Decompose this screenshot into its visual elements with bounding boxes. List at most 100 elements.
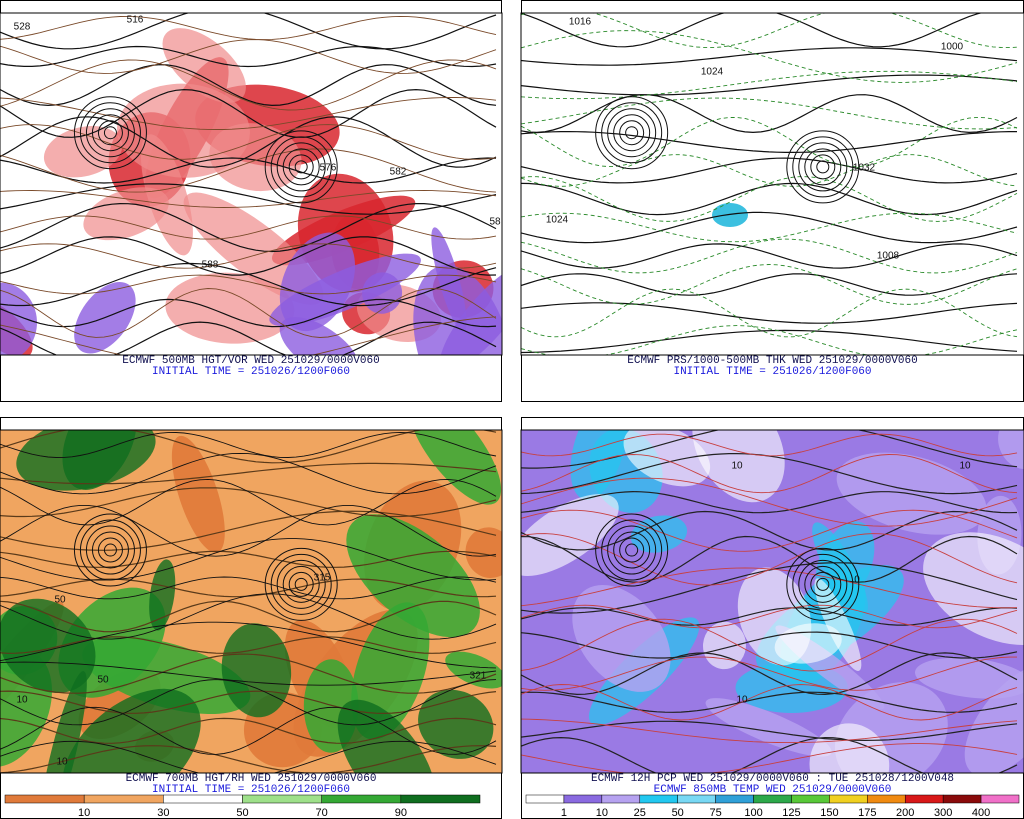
shaded-region [346, 514, 480, 638]
low-contour [798, 559, 848, 609]
contour-line [521, 47, 1018, 66]
contour-label: 1016 [569, 17, 592, 28]
map: 10 10 0 10 [521, 430, 1024, 773]
colorbar-label: 50 [236, 807, 248, 819]
contour-line [0, 215, 497, 240]
contour-label: 10 [56, 757, 68, 768]
caption: ECMWF 700MB HGT/RH WED 251029/0000V060 [126, 773, 377, 785]
contour-label: 1024 [701, 67, 724, 78]
contour-line [0, 190, 497, 208]
contour-line [521, 288, 1018, 338]
low-contour [816, 160, 830, 174]
contour-line [521, 718, 1018, 744]
contour-line [521, 604, 1018, 629]
colorbar-swatch [525, 794, 565, 804]
colorbar-swatch [980, 794, 1020, 804]
shaded-region [337, 699, 437, 773]
contour-line [0, 478, 497, 526]
low-contour [288, 154, 314, 180]
contour-line [0, 636, 497, 654]
contour-line [0, 740, 497, 773]
shaded-region [623, 430, 711, 487]
low-contour [792, 136, 854, 198]
shaded-region [737, 567, 812, 666]
contour-line [521, 510, 1018, 551]
colorbar-swatch [904, 794, 944, 804]
contour-label: 1032 [853, 163, 876, 174]
low-contour [786, 130, 860, 204]
contour-line [0, 157, 497, 184]
low-contour [85, 108, 135, 158]
contour-line [0, 452, 497, 495]
caption: ECMWF PRS/1000-500MB THK WED 251029/0000… [627, 355, 917, 367]
contour-line [0, 621, 497, 669]
low-contour [288, 571, 314, 597]
shaded-region [43, 126, 123, 178]
shaded-region [445, 651, 502, 689]
colorbar-label: 125 [782, 807, 800, 819]
low-contour [613, 114, 651, 152]
colorbar-label: 50 [672, 807, 684, 819]
shaded-region [408, 430, 502, 505]
colorbar-label: 150 [820, 807, 838, 819]
colorbar-label: 70 [316, 807, 328, 819]
low-contour [804, 565, 842, 603]
colorbar-label: 200 [896, 807, 914, 819]
contour-line [521, 154, 1018, 187]
colorbar-label: 25 [634, 807, 646, 819]
colorbar-label: 75 [709, 807, 721, 819]
contour-label: 1024 [546, 215, 569, 226]
contour-line [0, 462, 497, 485]
low-contour [595, 96, 669, 170]
contour-label: 50 [54, 595, 66, 606]
caption-initial: ECMWF 850MB TEMP WED 251029/0000V060 [654, 784, 892, 796]
contour-line [521, 264, 1018, 305]
contour-line [0, 717, 497, 744]
caption-initial: INITIAL TIME = 251026/1200F060 [673, 366, 871, 378]
panel: 50 10 315 321 50 10 ECMWF 700MB HGT/RH WED 251… [0, 417, 503, 819]
map: 528 516 576 582 588 58 [0, 13, 502, 355]
contour-line [521, 454, 1018, 494]
contour-line [0, 690, 497, 715]
contour-line [521, 490, 1018, 514]
contour-line [521, 74, 1018, 96]
contour-line [521, 618, 1018, 672]
contour-line [0, 510, 497, 551]
colorbar-swatch [942, 794, 982, 804]
contour-line [0, 661, 497, 686]
low-contour [270, 136, 332, 198]
contour-line [521, 70, 1018, 100]
low-contour [601, 519, 663, 581]
contour-line [0, 706, 497, 755]
shaded-region [630, 515, 688, 553]
contour-line [521, 182, 1018, 216]
shaded-region [712, 203, 748, 227]
colorbar-swatch [4, 794, 85, 804]
colorbar-swatch [639, 794, 678, 804]
shaded-region [809, 723, 890, 773]
contour-line [0, 59, 497, 111]
caption-initial: INITIAL TIME = 251026/1200F060 [152, 366, 350, 378]
shaded-region [140, 134, 193, 256]
contour-line [0, 183, 497, 215]
low-contour [619, 120, 645, 146]
contour-line [0, 88, 497, 138]
shaded-region [269, 253, 421, 327]
contour-line [0, 39, 497, 74]
contour-line [521, 691, 1018, 713]
contour-label: 576 [320, 163, 337, 174]
contour-line [521, 302, 1018, 324]
contour-line [521, 273, 1018, 296]
contour-line [0, 321, 497, 355]
low-contour [804, 148, 842, 186]
contour-line [521, 325, 1018, 355]
shaded-region [0, 598, 96, 693]
low-contour [91, 114, 129, 152]
low-contour [276, 142, 326, 192]
colorbar-label: 175 [858, 807, 876, 819]
shaded-region [814, 578, 862, 671]
low-contour [607, 525, 657, 575]
contour-line [0, 274, 497, 295]
contour-line [0, 538, 497, 581]
